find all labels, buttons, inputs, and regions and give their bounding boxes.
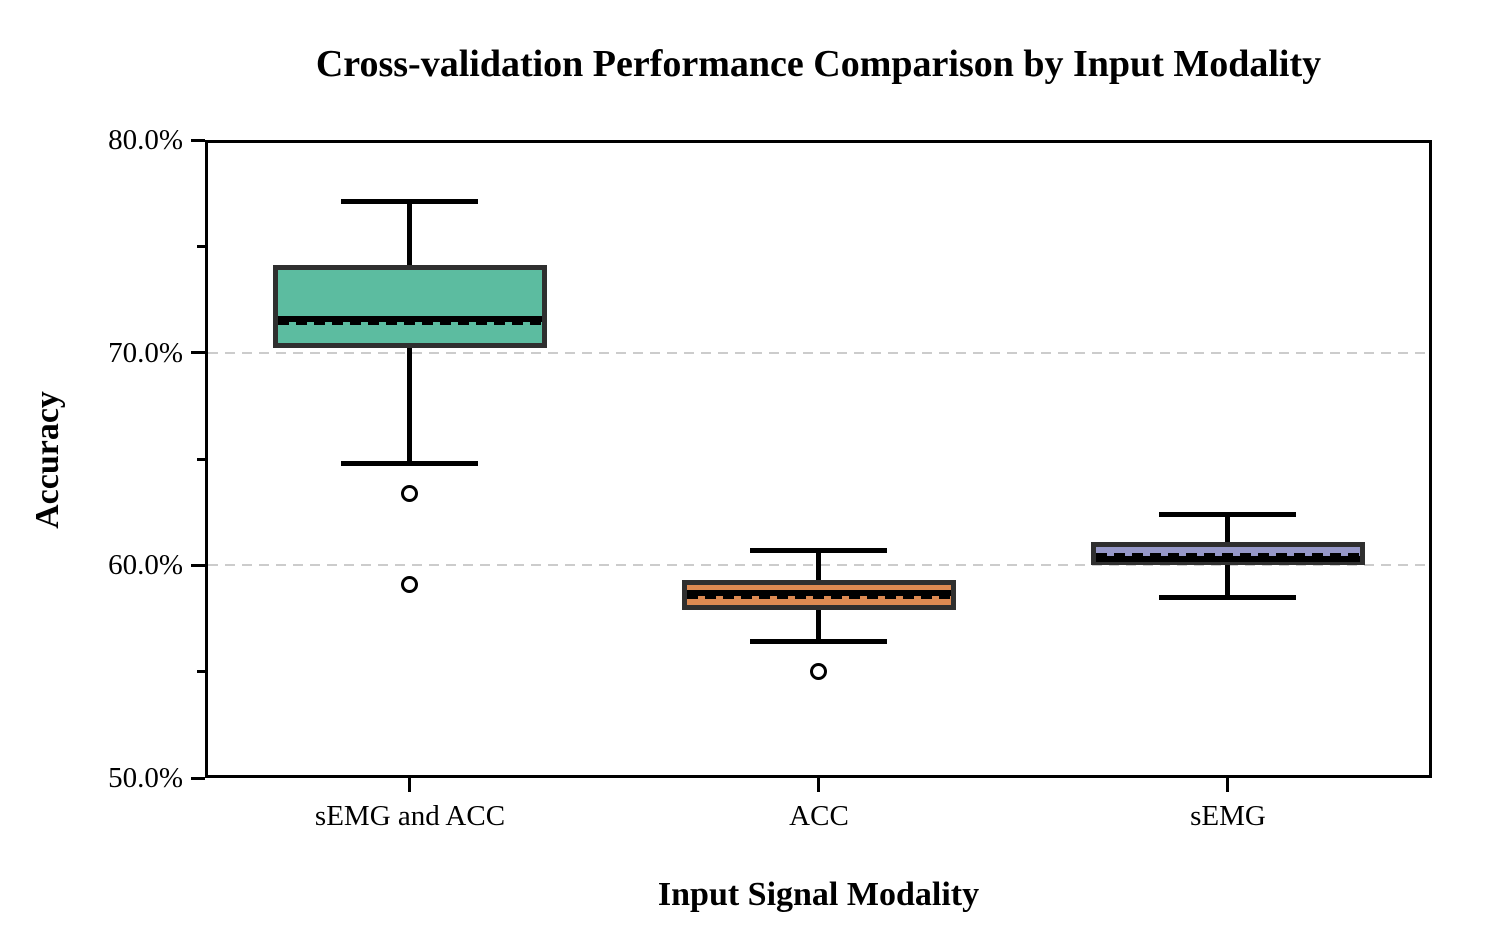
cap-lower-acc [750, 639, 887, 644]
x-tick-acc [817, 778, 820, 792]
outlier-semg-and-acc-0 [401, 485, 418, 502]
cap-upper-semg [1159, 512, 1296, 517]
mean-line-semg-and-acc [278, 321, 542, 325]
y-minor-tick-55 [197, 670, 205, 673]
y-tick-label-80: 80.0% [108, 124, 183, 156]
whisker-upper-semg [1225, 514, 1230, 542]
chart-title: Cross-validation Performance Comparison … [315, 43, 1322, 85]
whisker-lower-acc [816, 610, 821, 642]
cap-upper-semg-and-acc [341, 199, 478, 204]
cap-upper-acc [750, 548, 887, 553]
y-tick-60 [191, 564, 205, 567]
x-tick-label-acc: ACC [789, 800, 849, 832]
mean-line-acc [687, 595, 951, 599]
box-semg-and-acc [273, 265, 547, 348]
y-minor-tick-65 [197, 458, 205, 461]
outlier-semg-and-acc-1 [401, 576, 418, 593]
x-tick-label-semg-and-acc: sEMG and ACC [314, 800, 506, 832]
median-line-semg-and-acc [278, 316, 542, 322]
whisker-upper-semg-and-acc [407, 202, 412, 266]
y-tick-label-70: 70.0% [108, 337, 183, 369]
cap-lower-semg [1159, 595, 1296, 600]
y-tick-label-60: 60.0% [108, 549, 183, 581]
plot-area-frame [205, 140, 1432, 778]
y-tick-80 [191, 139, 205, 142]
y-tick-label-50: 50.0% [108, 762, 183, 794]
y-minor-tick-75 [197, 245, 205, 248]
x-tick-semg [1226, 778, 1229, 792]
whisker-lower-semg [1225, 565, 1230, 597]
x-tick-label-semg: sEMG [1190, 800, 1266, 832]
y-axis-label: Accuracy [29, 391, 66, 529]
whisker-upper-acc [816, 550, 821, 580]
median-line-semg [1096, 556, 1360, 562]
x-axis-label: Input Signal Modality [657, 876, 980, 913]
mean-line-semg [1096, 553, 1360, 557]
median-line-acc [687, 590, 951, 596]
outlier-acc-0 [810, 663, 827, 680]
x-tick-semg-and-acc [408, 778, 411, 792]
whisker-lower-semg-and-acc [407, 348, 412, 463]
cap-lower-semg-and-acc [341, 461, 478, 466]
y-gridline-70 [208, 352, 1429, 354]
y-tick-70 [191, 351, 205, 354]
y-tick-50 [191, 777, 205, 780]
